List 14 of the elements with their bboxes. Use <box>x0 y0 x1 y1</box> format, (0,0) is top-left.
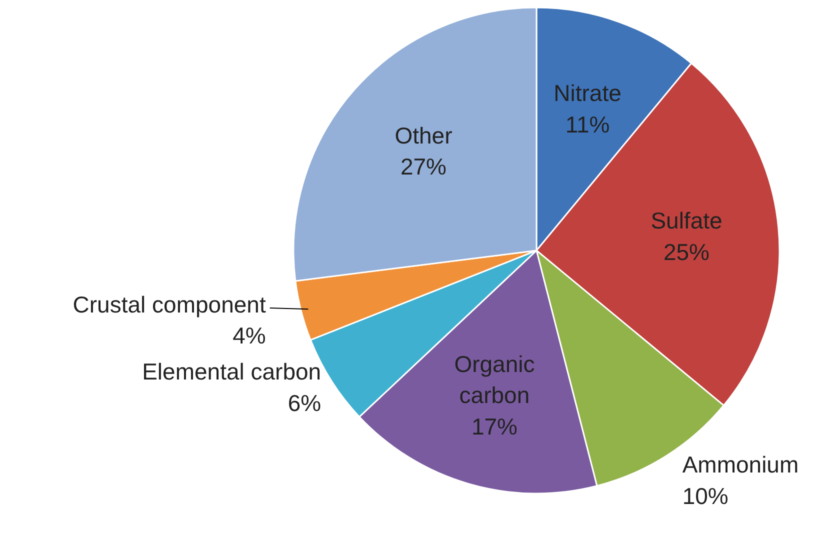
data-label: 27% <box>400 153 447 180</box>
data-label: 4% <box>232 322 266 349</box>
data-label: 10% <box>682 482 728 509</box>
slice-label: Sulfate <box>650 208 722 234</box>
slice-label: Elemental carbon <box>142 358 322 385</box>
data-label: 11% <box>565 111 610 138</box>
data-label: 6% <box>288 390 322 416</box>
slice-label: Crustal component <box>72 291 266 318</box>
slice-label: Organic carbon <box>454 350 535 408</box>
data-label: 17% <box>471 413 518 440</box>
slice-label: Other <box>394 122 453 148</box>
data-label: 25% <box>663 238 710 265</box>
slice-label: Nitrate <box>554 80 622 106</box>
slice-label: Ammonium <box>682 452 799 478</box>
